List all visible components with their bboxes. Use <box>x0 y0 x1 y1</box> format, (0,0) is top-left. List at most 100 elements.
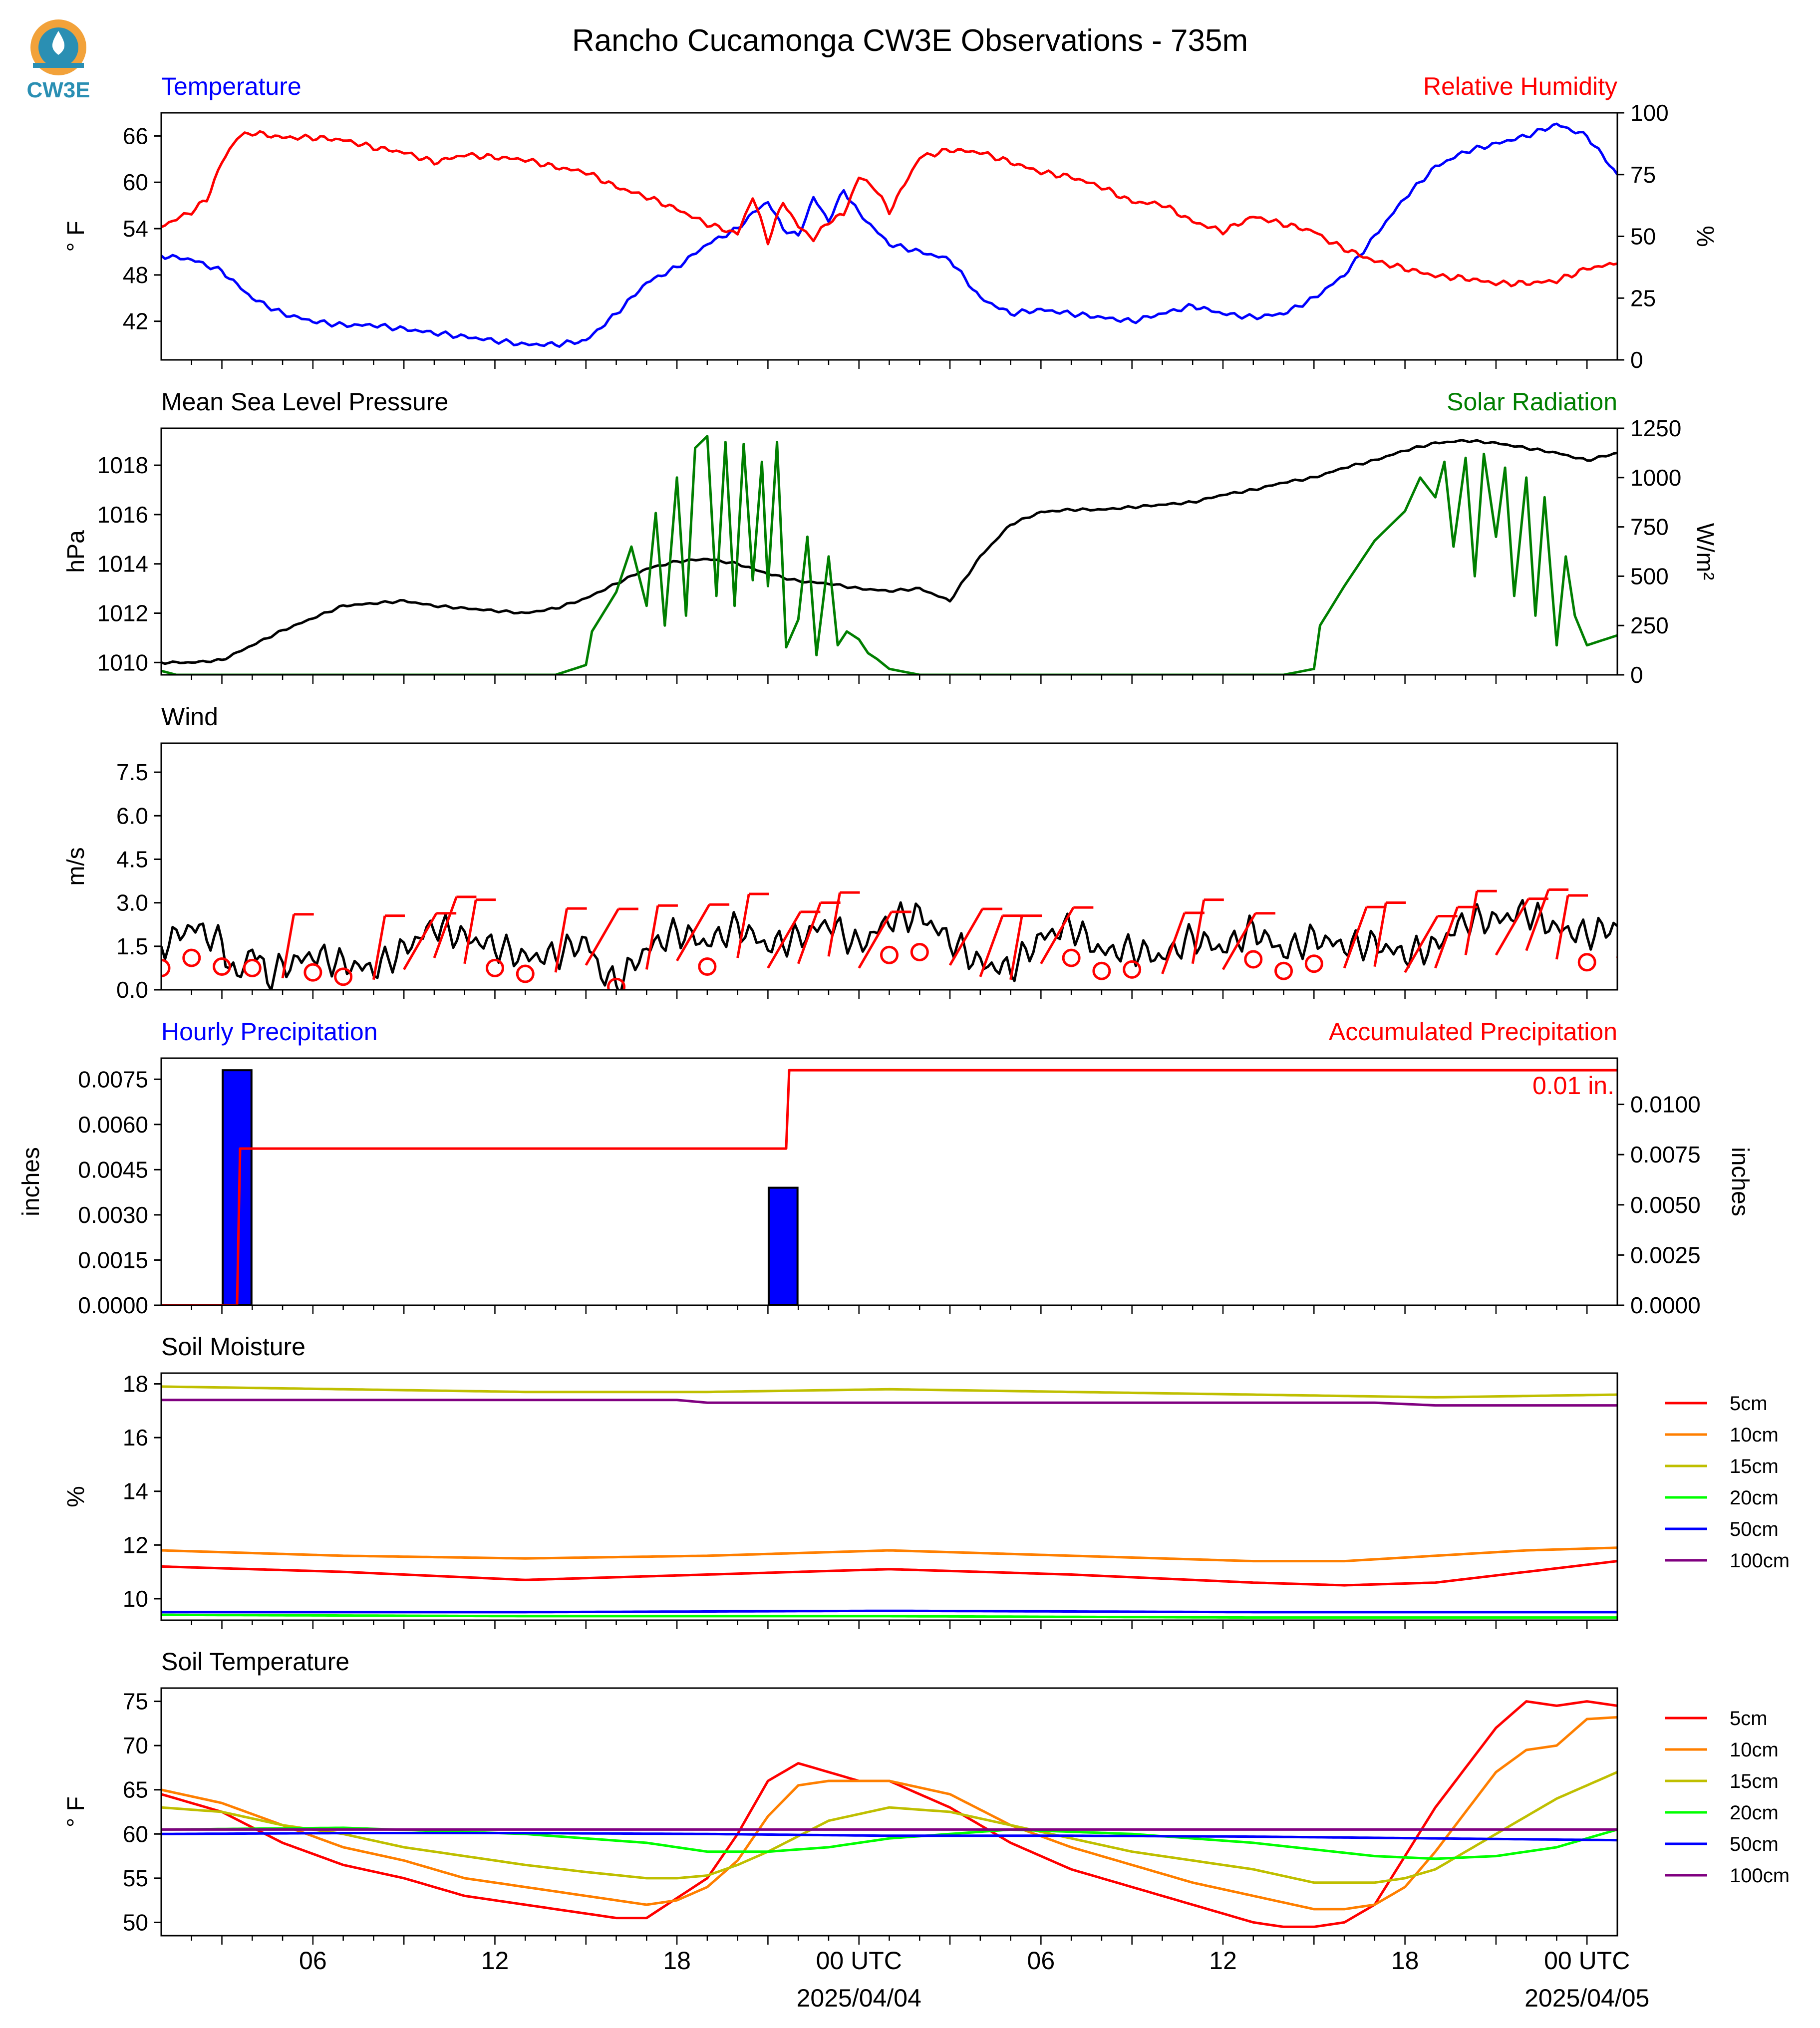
wind-barb <box>858 910 911 969</box>
y-tick-label: 1.5 <box>116 933 148 959</box>
wind-calm-marker <box>334 967 353 986</box>
series-line-20cm <box>161 1613 1617 1619</box>
wind-barb <box>463 898 496 964</box>
y-tick-label: 0.0000 <box>78 1292 148 1318</box>
y-tick-label: 1010 <box>97 649 148 675</box>
wind-barb <box>827 891 860 957</box>
wind-calm-marker <box>607 977 626 990</box>
legend-label: 10cm <box>1730 1739 1779 1761</box>
wind-barb <box>1373 901 1406 967</box>
panel-title-right: Solar Radiation <box>1447 388 1617 416</box>
series-line-5cm <box>161 1560 1617 1587</box>
y2-tick-label: 100 <box>1630 100 1669 126</box>
wind-barb <box>1555 894 1588 960</box>
y2-tick-label: 0 <box>1630 662 1643 688</box>
y-tick-label: 0.0015 <box>78 1247 148 1273</box>
x-date-label: 2025/04/05 <box>1524 1984 1649 2012</box>
wind-barb <box>372 914 405 980</box>
y-tick-label: 0.0 <box>116 977 148 1003</box>
y-tick-label: 1012 <box>97 600 148 626</box>
panel-pres_solar: Mean Sea Level Pressure Solar Radiation 10… <box>63 388 1718 688</box>
wind-calm-marker <box>213 957 232 976</box>
wind-barb <box>645 904 678 970</box>
y2-tick-label: 75 <box>1630 162 1656 188</box>
y2-tick-label: 0.0075 <box>1630 1142 1701 1167</box>
x-tick-label: 00 UTC <box>816 1947 902 1975</box>
y2-tick-label: 0.0050 <box>1630 1192 1701 1218</box>
wind-barb <box>1040 906 1094 964</box>
y2-tick-label: 250 <box>1630 612 1669 638</box>
y-tick-label: 0.0075 <box>78 1066 148 1092</box>
y-axis-label: ° F <box>63 1796 89 1827</box>
wind-calm-marker <box>1304 954 1323 973</box>
y2-tick-label: 750 <box>1630 514 1669 540</box>
x-tick-label: 06 <box>1027 1947 1055 1975</box>
y2-tick-label: 50 <box>1630 224 1656 250</box>
wind-calm-marker <box>243 958 262 977</box>
wind-barb <box>1221 912 1275 970</box>
legend-label: 10cm <box>1730 1424 1779 1446</box>
wind-barb <box>1009 914 1042 980</box>
y-axis-label: ° F <box>63 221 89 252</box>
wind-calm-marker <box>1577 953 1596 972</box>
wind-barb <box>1191 898 1224 964</box>
plot-area <box>161 122 1617 348</box>
plot-area <box>161 1700 1617 1928</box>
panel-frame <box>160 1687 1618 1937</box>
y2-tick-label: 0.0100 <box>1630 1092 1701 1118</box>
series-line-5cm <box>161 1700 1617 1928</box>
wind-barb <box>554 907 587 973</box>
y-tick-label: 48 <box>123 262 148 288</box>
wind-calm-marker <box>1274 961 1293 980</box>
series-line-relative-humidity <box>161 130 1617 288</box>
legend-label: 50cm <box>1730 1833 1779 1855</box>
y-axis-label: m/s <box>63 847 89 885</box>
panel-title-left: Soil Moisture <box>161 1333 305 1361</box>
y-tick-label: 60 <box>123 169 148 195</box>
figure-title: Rancho Cucamonga CW3E Observations - 735… <box>572 23 1248 58</box>
panel-title-left: Mean Sea Level Pressure <box>161 388 448 416</box>
x-tick-label: 18 <box>1391 1947 1419 1975</box>
y-tick-label: 70 <box>123 1733 148 1758</box>
precip-total-annotation: 0.01 in. <box>1532 1072 1614 1100</box>
y-tick-label: 50 <box>123 1909 148 1935</box>
series-line-solar-radiation <box>161 435 1617 675</box>
x-tick-label: 00 UTC <box>1544 1947 1630 1975</box>
y-tick-label: 1014 <box>97 551 148 577</box>
legend-label: 5cm <box>1730 1708 1768 1730</box>
y2-axis-label: % <box>1692 226 1718 247</box>
wind-barb <box>948 907 1003 966</box>
y-axis-label: hPa <box>63 530 89 573</box>
y2-tick-label: 0.0000 <box>1630 1292 1701 1318</box>
panel-frame <box>160 427 1618 676</box>
panel-precip: Hourly Precipitation Accumulated Precipit… <box>18 1018 1753 1318</box>
panel-title-left: Soil Temperature <box>161 1648 349 1676</box>
y-tick-label: 1018 <box>97 452 148 478</box>
wind-calm-marker <box>303 963 322 982</box>
legend-label: 15cm <box>1730 1770 1779 1792</box>
legend: 5cm 10cm 15cm 20cm 50cm 100cm <box>1665 1393 1790 1572</box>
series-line-100cm <box>161 1399 1617 1407</box>
wind-barb <box>1525 888 1569 951</box>
wind-calm-marker <box>698 957 717 976</box>
legend-label: 50cm <box>1730 1518 1779 1540</box>
wind-calm-marker <box>161 958 171 977</box>
wind-barb <box>979 914 1023 977</box>
y2-tick-label: 25 <box>1630 285 1656 311</box>
wind-barb <box>675 903 730 962</box>
series-line-50cm <box>161 1609 1617 1614</box>
panel-frame <box>160 742 1618 991</box>
panel-soil_temp: Soil Temperature 50 55 60 65 70 75 ° F 5cm 10cm 15… <box>63 1648 1790 1945</box>
precip-bar <box>767 1186 799 1305</box>
x-tick-label: 06 <box>299 1947 327 1975</box>
y-tick-label: 0.0045 <box>78 1157 148 1182</box>
x-date-label: 2025/04/04 <box>797 1984 921 2012</box>
series-line-15cm <box>161 1385 1617 1399</box>
plot-area <box>161 1069 1617 1305</box>
wind-calm-marker <box>1244 950 1263 969</box>
panel-title-left: Hourly Precipitation <box>161 1018 378 1046</box>
y-tick-label: 75 <box>123 1689 148 1715</box>
wind-calm-marker <box>182 948 201 967</box>
y-tick-label: 55 <box>123 1865 148 1891</box>
